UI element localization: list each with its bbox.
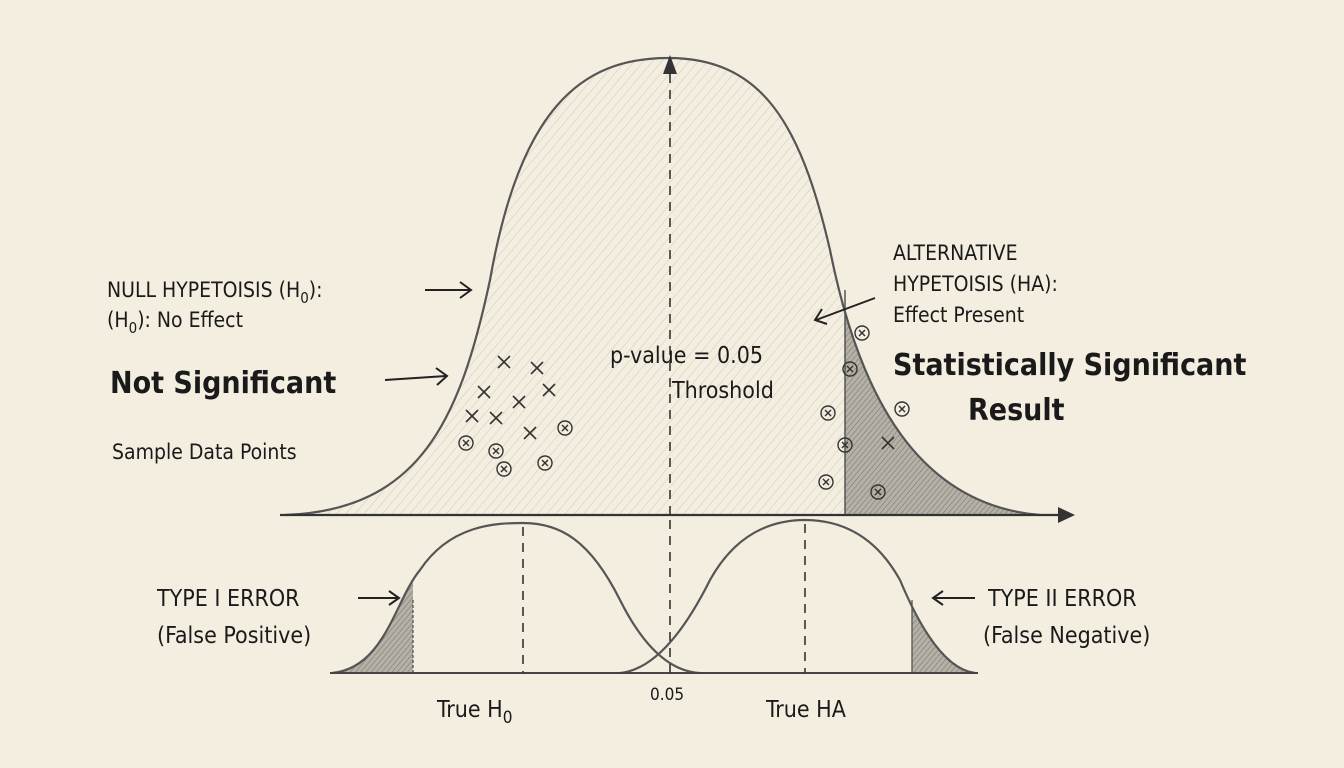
error-distributions — [330, 518, 978, 675]
threshold-arrowhead — [663, 55, 677, 74]
circled-point-icon — [557, 420, 573, 436]
threshold-label: p-value = 0.05 — [610, 343, 763, 369]
significant-label: Statistically Significant — [893, 348, 1246, 383]
null-arrow-icon — [425, 281, 473, 299]
circled-point-icon — [837, 437, 853, 453]
cross-point-icon — [497, 355, 511, 369]
threshold-sublabel: Throshold — [671, 378, 774, 404]
threshold-tick-label: 0.05 — [650, 685, 684, 705]
circled-point-icon — [488, 443, 504, 459]
type2-sublabel: (False Negative) — [983, 623, 1150, 649]
alt-hypothesis-line1: ALTERNATIVE — [893, 241, 1018, 265]
true-h0-curve — [331, 521, 701, 675]
true-ha-label: True HA — [765, 697, 846, 723]
x-axis-arrowhead — [1058, 507, 1075, 523]
circled-point-icon — [820, 405, 836, 421]
circled-point-icon — [854, 325, 870, 341]
null-hypothesis-sublabel: (H0): No Effect — [107, 308, 243, 337]
circled-point-icon — [870, 484, 886, 500]
main-curve — [284, 56, 1041, 517]
cross-point-icon — [881, 436, 895, 450]
alt-arrow-icon — [813, 297, 876, 325]
circled-point-icon — [894, 401, 910, 417]
significant-sublabel: Result — [968, 393, 1065, 428]
type1-arrow-icon — [358, 590, 401, 606]
cross-point-icon — [542, 383, 556, 397]
circled-point-icon — [842, 361, 858, 377]
sample-points — [458, 325, 910, 500]
circled-point-icon — [458, 435, 474, 451]
alt-hypothesis-line2: HYPETOISIS (HA): — [893, 272, 1058, 296]
sample-data-points-label: Sample Data Points — [112, 440, 297, 464]
cross-point-icon — [523, 426, 537, 440]
cross-point-icon — [465, 409, 479, 423]
type1-sublabel: (False Positive) — [157, 623, 311, 649]
type1-label: TYPE I ERROR — [156, 586, 300, 612]
cross-point-icon — [530, 361, 544, 375]
type2-tail-shade — [912, 606, 975, 673]
type2-label: TYPE II ERROR — [987, 586, 1137, 612]
cross-point-icon — [477, 385, 491, 399]
main-distribution — [280, 55, 1075, 523]
significant-tail-shade — [845, 312, 1040, 515]
circled-point-icon — [537, 455, 553, 471]
cross-point-icon — [489, 411, 503, 425]
true-h0-label: True H0 — [436, 697, 512, 728]
type2-arrow-icon — [931, 590, 975, 606]
type1-tail-shade — [332, 580, 413, 673]
circled-point-icon — [818, 474, 834, 490]
null-hypothesis-label: NULL HYPETOISIS (H0): — [107, 278, 323, 307]
true-ha-curve — [619, 518, 976, 675]
not-significant-arrow-icon — [384, 367, 449, 386]
circled-point-icon — [496, 461, 512, 477]
cross-point-icon — [512, 395, 526, 409]
not-significant-label: Not Significant — [110, 366, 336, 401]
alt-hypothesis-line3: Effect Present — [893, 303, 1024, 327]
